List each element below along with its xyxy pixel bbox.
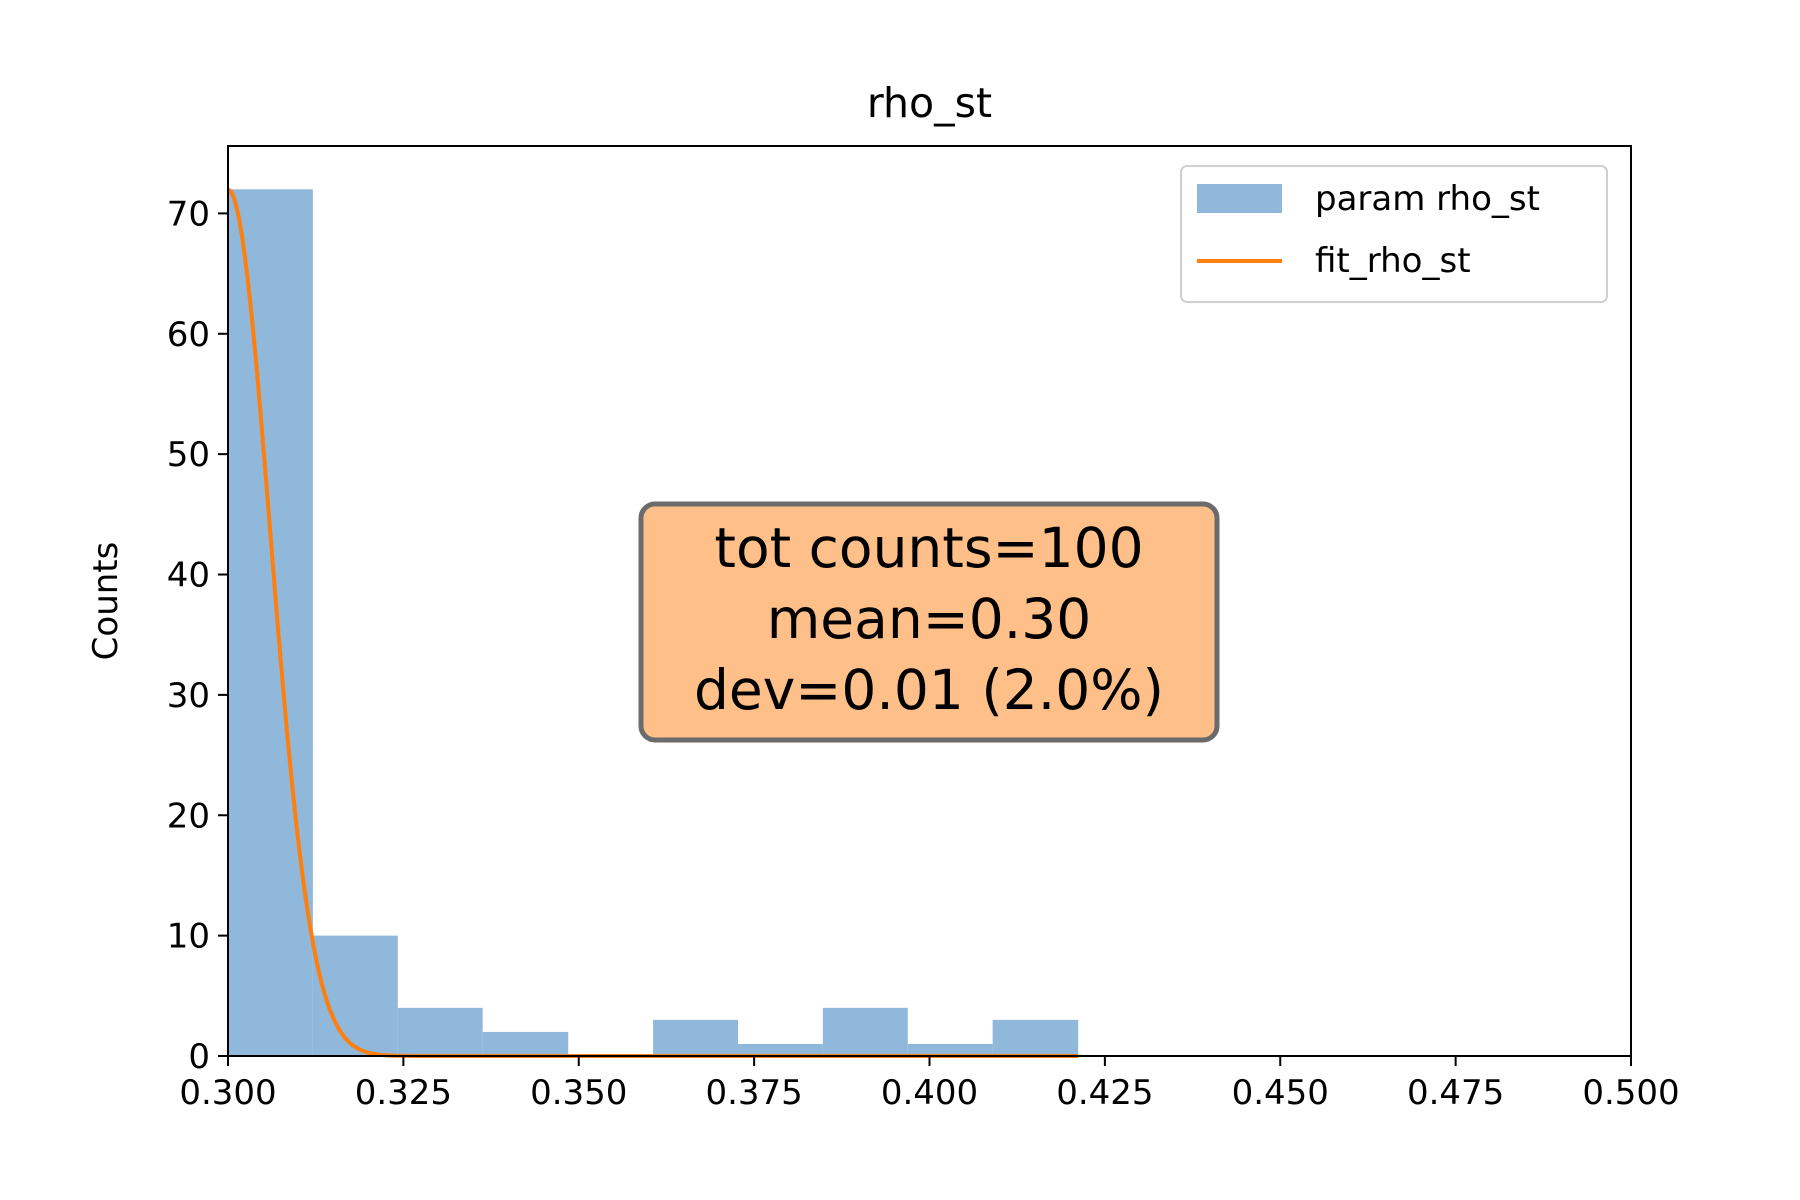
y-axis-ticks: 0 10 20 30 40 50 60 70 [167, 194, 228, 1077]
stats-total-counts: tot counts=100 [714, 516, 1143, 580]
histogram-bar-3 [482, 1031, 569, 1056]
stats-annotation: tot counts=100 mean=0.30 dev=0.01 (2.0%) [638, 501, 1220, 743]
x-tick-label-2: 0.350 [530, 1073, 627, 1113]
x-tick-label-6: 0.450 [1232, 1073, 1329, 1113]
y-tick-label-5: 50 [167, 435, 210, 475]
legend: param rho_st fit_rho_st [1180, 165, 1608, 303]
y-axis-label: Counts [86, 542, 126, 661]
x-tick-label-1: 0.325 [355, 1073, 452, 1113]
legend-swatch-param-rho-st [1197, 184, 1282, 213]
stats-mean: mean=0.30 [767, 587, 1092, 651]
y-tick-label-2: 20 [167, 796, 210, 836]
legend-label-param-rho-st: param rho_st [1315, 179, 1540, 219]
chart-title: rho_st [867, 79, 992, 127]
y-tick-label-1: 10 [167, 917, 210, 957]
y-tick-label-3: 30 [167, 676, 210, 716]
histogram-bar-2 [397, 1007, 483, 1056]
x-tick-label-5: 0.425 [1056, 1073, 1153, 1113]
histogram-bar-7 [822, 1007, 908, 1056]
histogram-bar-6 [737, 1043, 823, 1056]
legend-frame [1180, 165, 1608, 303]
histogram-bars [228, 189, 1079, 1057]
stats-box [638, 501, 1220, 743]
x-tick-label-7: 0.475 [1407, 1073, 1504, 1113]
y-tick-label-6: 60 [167, 315, 210, 355]
y-tick-label-0: 0 [188, 1037, 210, 1077]
stats-deviation: dev=0.01 (2.0%) [694, 658, 1164, 722]
histogram-bar-5 [653, 1019, 738, 1056]
legend-label-fit-rho-st: fit_rho_st [1315, 241, 1471, 281]
histogram-bar-8 [907, 1043, 993, 1056]
x-tick-label-8: 0.500 [1582, 1073, 1679, 1113]
histogram-bar-9 [992, 1019, 1079, 1056]
x-axis-ticks: 0.300 0.325 0.350 0.375 0.400 0.425 0.450 0.475… [179, 1056, 1680, 1113]
y-tick-label-4: 40 [167, 556, 210, 596]
x-tick-label-3: 0.375 [705, 1073, 802, 1113]
x-tick-label-0: 0.300 [179, 1073, 276, 1113]
x-tick-label-4: 0.400 [881, 1073, 978, 1113]
histogram-bar-0 [228, 189, 313, 1057]
y-tick-label-7: 70 [167, 194, 210, 234]
